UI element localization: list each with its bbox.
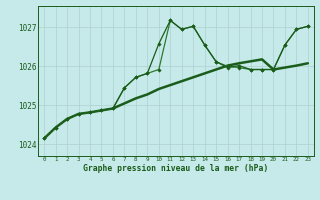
X-axis label: Graphe pression niveau de la mer (hPa): Graphe pression niveau de la mer (hPa) [84,164,268,173]
